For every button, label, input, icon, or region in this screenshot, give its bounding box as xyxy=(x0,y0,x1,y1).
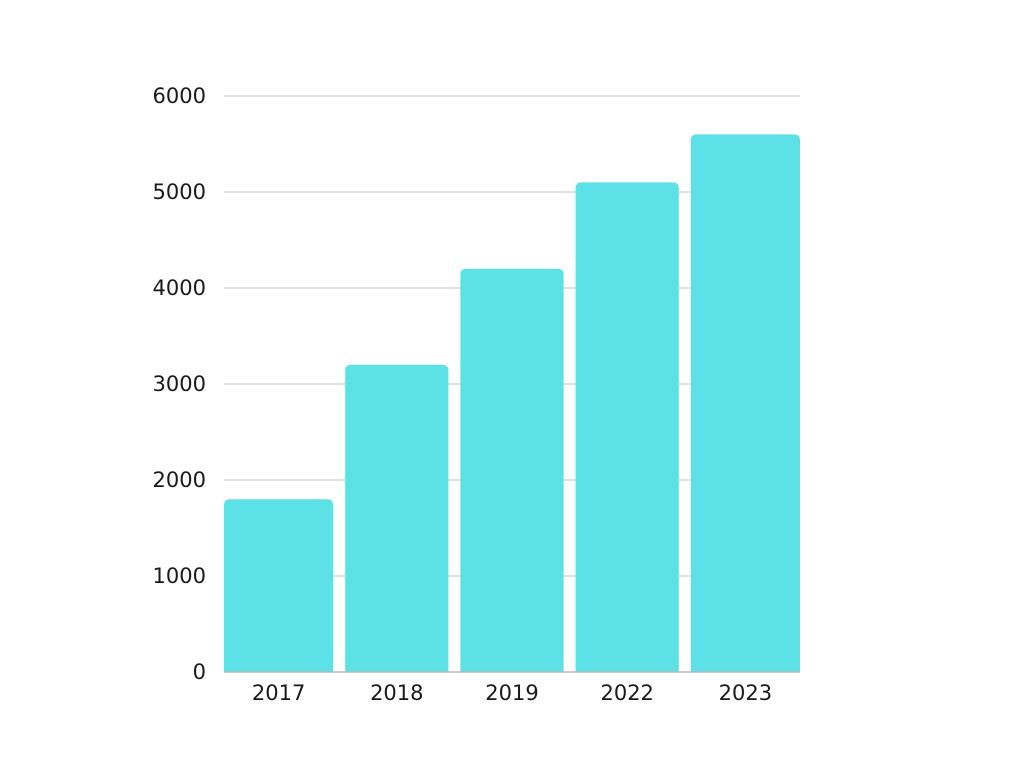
y-tick-label: 5000 xyxy=(153,180,206,204)
x-tick-label: 2023 xyxy=(719,681,772,705)
y-tick-label: 4000 xyxy=(153,276,206,300)
y-tick-label: 0 xyxy=(193,660,206,684)
x-tick-labels: 2017 2018 2019 2022 2023 xyxy=(252,681,772,705)
bar-2018 xyxy=(345,364,449,672)
y-tick-label: 6000 xyxy=(153,84,206,108)
y-tick-labels: 0 1000 2000 3000 4000 5000 6000 xyxy=(153,84,206,684)
bar-2023 xyxy=(690,134,800,672)
bar-2022 xyxy=(575,182,679,672)
bars-layer xyxy=(224,134,800,672)
y-tick-label: 2000 xyxy=(153,468,206,492)
x-tick-label: 2017 xyxy=(252,681,305,705)
x-tick-label: 2019 xyxy=(485,681,538,705)
y-tick-label: 1000 xyxy=(153,564,206,588)
x-tick-label: 2022 xyxy=(600,681,653,705)
bar-2017 xyxy=(224,499,334,672)
x-tick-label: 2018 xyxy=(370,681,423,705)
bar-2019 xyxy=(460,268,564,672)
y-tick-label: 3000 xyxy=(153,372,206,396)
